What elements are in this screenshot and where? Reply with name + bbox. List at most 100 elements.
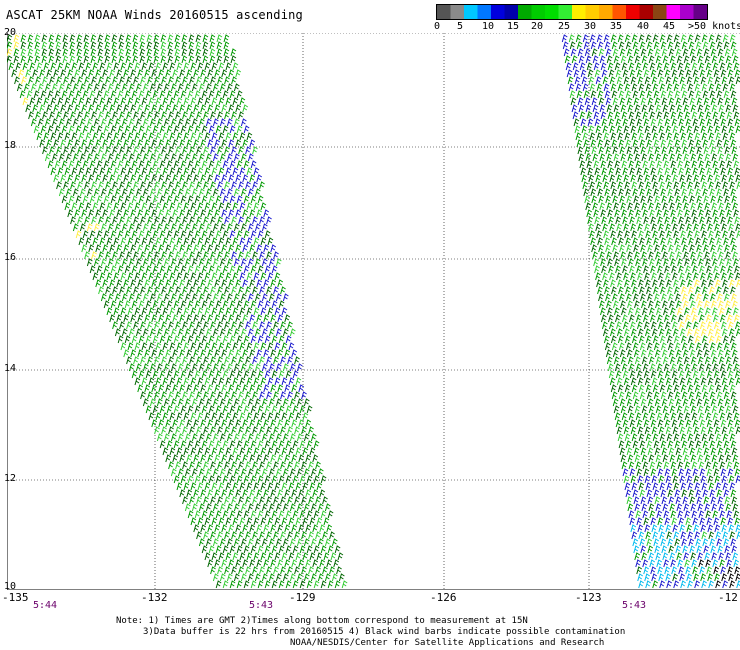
wind-barb [240, 188, 247, 197]
wind-barb [168, 426, 174, 435]
wind-barb [582, 34, 589, 43]
wind-barb [631, 482, 638, 491]
wind-barb [658, 272, 664, 281]
wind-barb [619, 447, 626, 456]
wind-barb [168, 391, 174, 400]
wind-barb [253, 167, 260, 176]
wind-barb [103, 195, 110, 204]
wind-barb [704, 202, 711, 211]
longitude-label: -12 [718, 591, 738, 604]
wind-barb [691, 111, 698, 120]
wind-barb [605, 293, 611, 302]
wind-barb [733, 412, 740, 421]
wind-barb [37, 118, 44, 127]
wind-barb [155, 97, 162, 106]
wind-barb [692, 69, 699, 78]
wind-barb [650, 370, 657, 379]
wind-barb [156, 398, 163, 407]
wind-barb [242, 209, 249, 218]
wind-barb [712, 314, 719, 323]
wind-barb [200, 69, 207, 78]
wind-barb [242, 489, 249, 498]
wind-barb [181, 41, 188, 50]
wind-barb [680, 384, 687, 393]
wind-barb [301, 531, 307, 540]
wind-barb [149, 118, 156, 127]
wind-barb [263, 559, 270, 568]
wind-barb [113, 307, 120, 316]
wind-barb [702, 440, 709, 449]
wind-barb [259, 356, 265, 365]
wind-barb [708, 279, 714, 288]
wind-barb [622, 167, 629, 176]
wind-barb [699, 566, 706, 575]
wind-barb [638, 279, 644, 288]
wind-barb [225, 202, 232, 211]
wind-barb [720, 265, 726, 274]
wind-barb [99, 167, 106, 176]
wind-barb [645, 279, 651, 288]
wind-barb [724, 195, 731, 204]
wind-barb [191, 363, 198, 372]
wind-barb [161, 111, 167, 120]
wind-barb [296, 398, 303, 407]
wind-barb [647, 293, 653, 302]
wind-barb [260, 202, 267, 211]
wind-barb [203, 356, 209, 365]
wind-barb [68, 195, 75, 204]
wind-barb [214, 454, 221, 463]
wind-barb [109, 244, 116, 253]
wind-barb [168, 146, 174, 155]
wind-barb [264, 300, 271, 309]
wind-barb [594, 69, 601, 78]
wind-barb [658, 524, 665, 533]
wind-barb [224, 531, 230, 540]
wind-barb [616, 76, 623, 85]
wind-barb [202, 48, 209, 57]
wind-barb [260, 272, 267, 281]
wind-barb [221, 524, 228, 533]
wind-barb [198, 398, 205, 407]
wind-barb [127, 62, 134, 71]
note-line-1: Note: 1) Times are GMT 2)Times along bot… [116, 616, 528, 626]
wind-barb [163, 223, 170, 232]
wind-barb [303, 538, 310, 547]
wind-barb [708, 335, 715, 344]
wind-barb [622, 69, 629, 78]
wind-barb [254, 328, 261, 337]
wind-barb [127, 167, 134, 176]
wind-barb [689, 195, 696, 204]
wind-barb [146, 48, 153, 57]
wind-barb [598, 146, 605, 155]
wind-barb [204, 132, 211, 141]
wind-barb [660, 489, 667, 498]
wind-barb [270, 454, 277, 463]
wind-barb [277, 524, 284, 533]
wind-barb [629, 216, 636, 225]
wind-barb [151, 244, 158, 253]
wind-barb [191, 223, 198, 232]
wind-barb [208, 335, 215, 344]
wind-barb [39, 139, 46, 148]
wind-barb [622, 468, 629, 477]
wind-barb [107, 293, 114, 302]
wind-barb [688, 440, 695, 449]
wind-barb [238, 426, 244, 435]
wind-barb [619, 48, 626, 57]
wind-barb [596, 34, 603, 43]
wind-barb [91, 146, 97, 155]
wind-barb [696, 496, 703, 505]
wind-barb [184, 223, 191, 232]
wind-barb [207, 559, 214, 568]
wind-barb [239, 307, 246, 316]
wind-barb [610, 279, 616, 288]
wind-barb [155, 412, 162, 421]
wind-barb [707, 377, 714, 386]
wind-barb [225, 482, 232, 491]
wind-barb [703, 398, 710, 407]
wind-barb [88, 174, 95, 183]
wind-barb [631, 531, 638, 540]
wind-barb [657, 118, 664, 127]
wind-barb [217, 216, 223, 225]
wind-barb [666, 433, 673, 442]
